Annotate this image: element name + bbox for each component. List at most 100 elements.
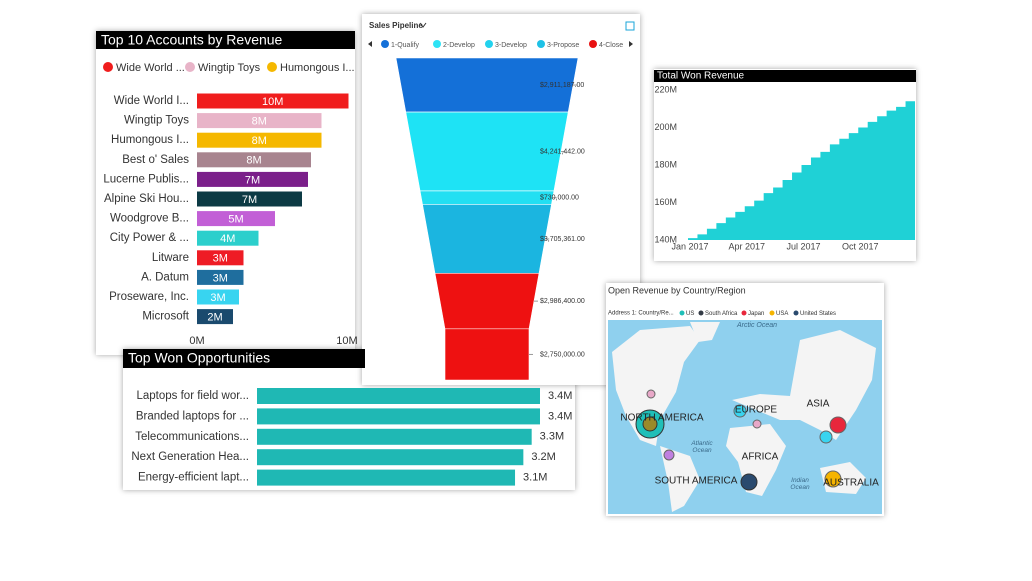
legend-marker — [698, 310, 704, 316]
bar — [197, 230, 259, 246]
bubble — [752, 419, 762, 429]
chart-title: Open Revenue by Country/Region — [608, 285, 746, 295]
legend-label: US — [686, 311, 694, 317]
bar — [197, 93, 349, 109]
data-label: 8M — [252, 116, 267, 128]
bar — [257, 428, 532, 445]
data-label: 3M — [213, 253, 228, 265]
legend-label: 2-Develop — [443, 42, 475, 49]
data-label: 3.4M — [548, 410, 572, 422]
bar — [197, 289, 239, 305]
data-label: 4M — [220, 233, 235, 245]
legend-label: Wingtip Toys — [198, 62, 261, 74]
bar — [257, 388, 540, 404]
bar — [257, 449, 524, 466]
legend-label: 3-Develop — [495, 42, 527, 49]
legend-label: USA — [776, 311, 788, 317]
data-label: $2,750,000.00 — [540, 351, 585, 358]
bubble — [829, 416, 847, 434]
map-label: SOUTH AMERICA — [655, 476, 738, 487]
data-label: 3.3M — [540, 431, 564, 443]
data-label: 5M — [228, 214, 243, 226]
land — [690, 322, 720, 342]
y-tick-label: 140M — [654, 234, 677, 244]
y-tick-label: A. Datum — [141, 271, 189, 283]
bar — [197, 309, 233, 325]
title-bar — [123, 349, 365, 368]
area — [688, 101, 915, 240]
data-label: 8M — [252, 135, 267, 147]
data-label: $730,000.00 — [540, 195, 579, 202]
data-label: 10M — [262, 96, 283, 108]
y-tick-label: Litware — [152, 252, 189, 264]
chart-title: Total Won Revenue — [657, 71, 745, 82]
data-label: 8M — [246, 155, 261, 167]
chart-title: Top Won Opportunities — [128, 350, 270, 366]
data-label: $3,705,361.00 — [540, 236, 585, 243]
legend-title: Address 1: Country/Re... — [608, 311, 674, 317]
legend-marker — [103, 62, 113, 72]
data-label: 7M — [242, 194, 257, 206]
legend-marker — [433, 40, 441, 48]
bubble — [733, 404, 747, 418]
legend-marker — [589, 40, 597, 48]
legend-marker — [381, 40, 389, 48]
bar — [197, 132, 322, 148]
data-label: 3.2M — [531, 451, 555, 463]
y-tick-label: 160M — [654, 197, 677, 207]
bar — [197, 250, 244, 266]
legend-marker — [267, 62, 277, 72]
legend-marker — [793, 310, 799, 316]
map-label: Arctic Ocean — [736, 322, 777, 329]
data-label: $2,911,187.00 — [540, 82, 584, 89]
chevron — [419, 22, 427, 28]
funnel-segment — [422, 204, 552, 274]
bar — [197, 152, 311, 168]
bubble — [642, 416, 658, 432]
y-tick-label: Proseware, Inc. — [109, 291, 189, 303]
title-bar — [96, 31, 355, 49]
y-tick-label: Best o' Sales — [122, 154, 189, 166]
legend-label: Humongous I... — [280, 62, 355, 74]
legend-marker — [679, 310, 685, 316]
y-tick-label: Lucerne Publis... — [103, 173, 189, 185]
data-label: 3.1M — [523, 472, 547, 484]
y-tick-label: Wingtip Toys — [124, 115, 189, 127]
land — [612, 326, 700, 446]
bar — [197, 191, 302, 207]
legend-label: Wide World ... — [116, 62, 185, 74]
expand-icon — [625, 21, 635, 31]
y-tick-label: Humongous I... — [111, 134, 189, 146]
bubble — [824, 470, 842, 488]
map-label: Atlantic Ocean — [690, 440, 713, 454]
y-tick-label: 220M — [654, 84, 677, 94]
title-bar — [654, 70, 916, 82]
funnel-segment — [444, 328, 530, 381]
bubble — [663, 449, 675, 461]
x-tick-label: Jan 2017 — [671, 241, 708, 251]
y-tick-label: City Power & ... — [110, 232, 189, 244]
bubble — [740, 473, 758, 491]
land — [660, 446, 700, 512]
x-tick-label: Oct 2017 — [842, 241, 879, 251]
bar — [257, 469, 516, 486]
legend-marker — [769, 310, 775, 316]
y-tick-label: Laptops for field wor... — [136, 390, 249, 402]
y-tick-label: Telecommunications... — [135, 431, 249, 443]
y-tick-label: Energy-efficient lapt... — [138, 472, 249, 484]
funnel-segment — [419, 190, 555, 205]
bar — [257, 408, 540, 425]
legend-label: 3-Propose — [547, 42, 579, 49]
scroll-left — [368, 41, 372, 47]
bubble — [819, 430, 833, 444]
data-label: $2,986,400.00 — [540, 298, 585, 305]
y-tick-label: 200M — [654, 122, 677, 132]
map-label: NORTH AMERICA — [620, 413, 703, 424]
legend-label: Japan — [748, 311, 764, 317]
legend-marker — [485, 40, 493, 48]
land — [726, 424, 786, 496]
legend-label: South Africa — [705, 311, 738, 317]
map-label: EUROPE — [735, 405, 778, 416]
map-label: AUSTRALIA — [823, 478, 879, 489]
